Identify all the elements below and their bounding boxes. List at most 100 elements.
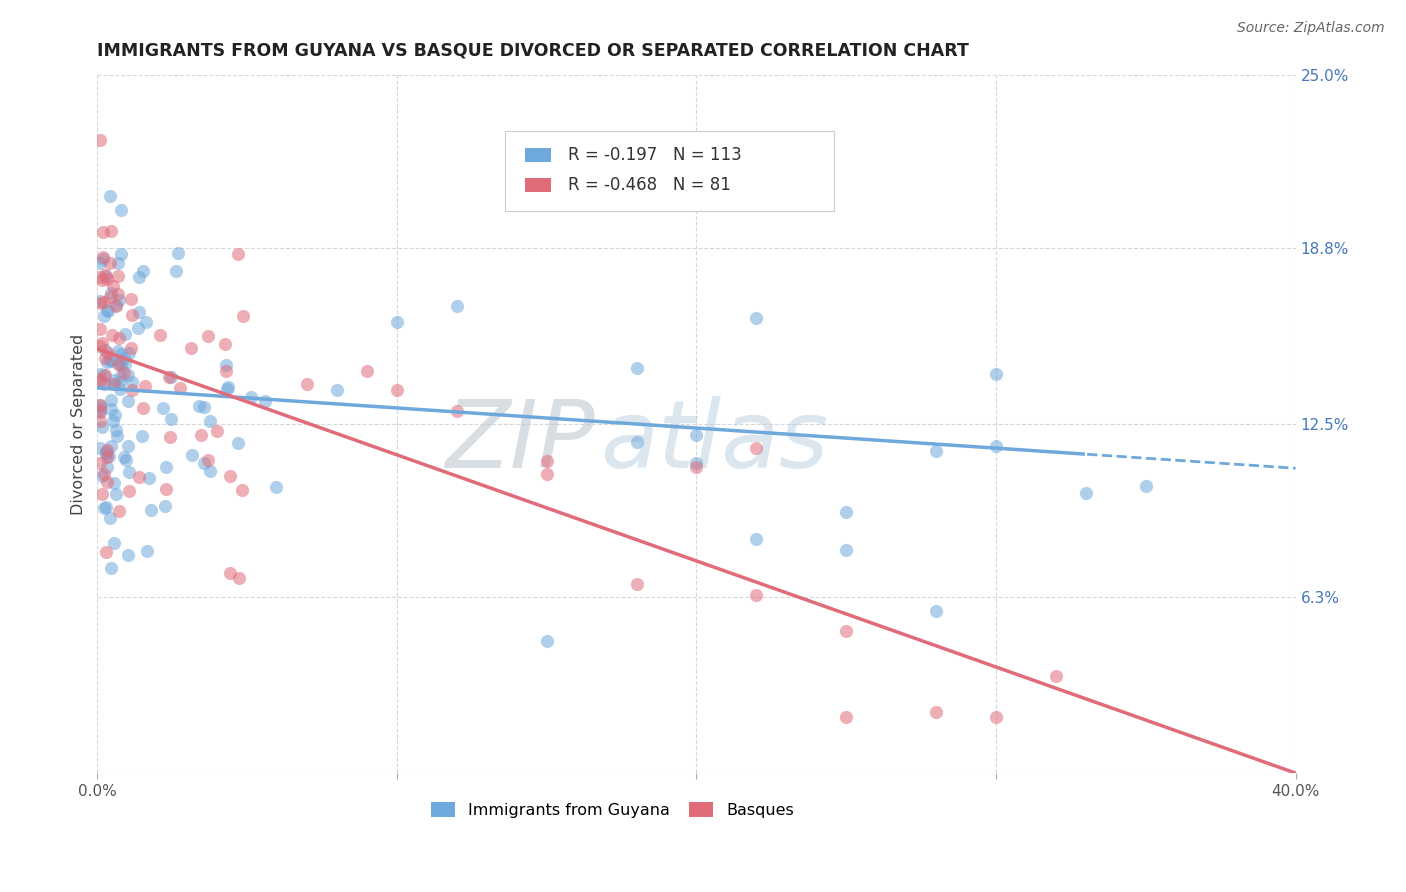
Point	[160, 411, 183, 425]
FancyBboxPatch shape	[505, 131, 834, 211]
Point	[98, 290, 121, 304]
Point	[117, 548, 139, 562]
Point	[96, 443, 118, 458]
Point	[90, 273, 112, 287]
Point	[181, 448, 204, 462]
Point	[98, 511, 121, 525]
Point	[187, 399, 209, 413]
Point	[93, 295, 115, 310]
Point	[1135, 479, 1157, 493]
Point	[96, 500, 118, 515]
Point	[89, 367, 111, 381]
Point	[89, 441, 111, 455]
Point	[105, 299, 128, 313]
Point	[105, 429, 128, 443]
Point	[89, 322, 111, 336]
Point	[385, 315, 408, 329]
Point	[107, 331, 129, 345]
Point	[107, 344, 129, 359]
Point	[218, 380, 240, 394]
Point	[984, 710, 1007, 724]
Point	[100, 286, 122, 301]
Point	[745, 441, 768, 455]
Point	[136, 544, 159, 558]
Point	[1074, 485, 1097, 500]
Point	[89, 296, 111, 310]
Point	[89, 401, 111, 416]
Point	[100, 224, 122, 238]
Point	[100, 401, 122, 416]
Point	[835, 543, 858, 558]
Point	[925, 603, 948, 617]
Text: ZIP: ZIP	[444, 396, 595, 487]
Point	[131, 429, 153, 443]
Point	[446, 404, 468, 418]
Point	[536, 467, 558, 482]
Point	[117, 346, 139, 360]
Point	[110, 347, 132, 361]
Point	[218, 566, 240, 580]
Point	[253, 394, 276, 409]
Point	[105, 487, 128, 501]
Point	[96, 302, 118, 317]
Point	[89, 457, 111, 471]
Point	[108, 504, 131, 518]
Point	[89, 371, 111, 385]
Point	[626, 434, 648, 449]
Point	[94, 368, 117, 382]
Point	[112, 351, 135, 366]
Point	[121, 376, 143, 390]
Point	[96, 447, 118, 461]
Point	[101, 414, 124, 428]
Point	[101, 376, 124, 391]
Bar	[524, 178, 551, 192]
Point	[91, 251, 114, 265]
Point	[745, 311, 768, 326]
Point	[108, 356, 131, 370]
Point	[93, 467, 115, 482]
Point	[215, 364, 238, 378]
Point	[152, 401, 174, 415]
Point	[94, 445, 117, 459]
Point	[107, 357, 129, 371]
Point	[214, 337, 236, 351]
Point	[93, 268, 115, 282]
Point	[100, 439, 122, 453]
Point	[266, 480, 288, 494]
Point	[118, 465, 141, 479]
Point	[198, 464, 221, 478]
Point	[139, 502, 162, 516]
Point	[103, 373, 125, 387]
Point	[155, 459, 177, 474]
Point	[100, 353, 122, 368]
Point	[118, 483, 141, 498]
Point	[536, 633, 558, 648]
Point	[128, 305, 150, 319]
Point	[120, 341, 142, 355]
Point	[745, 588, 768, 602]
Point	[1045, 669, 1067, 683]
Point	[97, 303, 120, 318]
Point	[107, 269, 129, 284]
Point	[93, 368, 115, 382]
Point	[984, 439, 1007, 453]
Point	[97, 345, 120, 359]
Point	[153, 499, 176, 513]
Point	[108, 293, 131, 307]
Point	[121, 383, 143, 397]
Point	[90, 374, 112, 388]
Point	[89, 134, 111, 148]
Point	[115, 453, 138, 467]
Point	[159, 430, 181, 444]
Point	[197, 329, 219, 343]
Point	[91, 469, 114, 483]
Point	[91, 487, 114, 501]
Point	[120, 292, 142, 306]
Point	[190, 428, 212, 442]
Point	[107, 286, 129, 301]
Point	[117, 439, 139, 453]
Point	[128, 269, 150, 284]
Point	[228, 571, 250, 585]
Point	[100, 561, 122, 575]
Point	[984, 367, 1007, 381]
